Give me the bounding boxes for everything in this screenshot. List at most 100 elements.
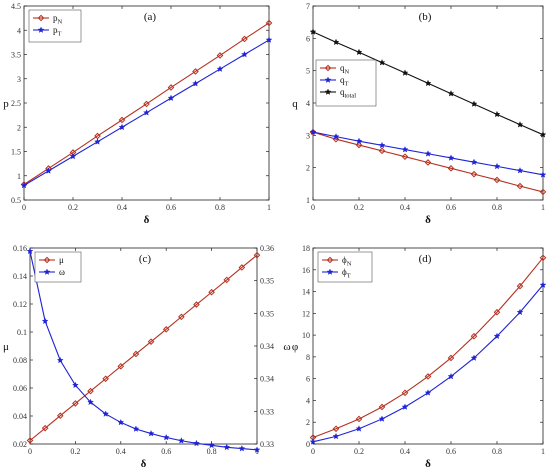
y2-tick-label: 0.36 <box>260 244 274 253</box>
y-tick-label: 6 <box>306 34 310 43</box>
x-tick-label: 0.8 <box>492 203 502 212</box>
data-point <box>253 446 261 453</box>
data-point <box>41 317 49 325</box>
legend-label: qtotal <box>340 87 356 100</box>
data-point <box>87 387 94 395</box>
data-point <box>167 84 175 91</box>
data-point <box>539 281 547 288</box>
y-axis-label: p <box>3 98 9 110</box>
data-point <box>26 247 34 255</box>
x-tick-label: 0.4 <box>400 447 410 456</box>
data-point <box>309 438 317 445</box>
data-point <box>102 375 109 383</box>
y-axis-label: q <box>292 98 298 110</box>
data-point <box>447 90 455 97</box>
x-tick-label: 0.6 <box>166 203 176 212</box>
data-point <box>355 425 363 432</box>
data-point <box>143 100 150 108</box>
y-tick-label: 2 <box>306 164 310 173</box>
legend-label: pN <box>53 13 63 26</box>
data-point <box>516 282 524 290</box>
y-tick-label: 1.5 <box>11 148 21 157</box>
data-point <box>20 181 28 188</box>
series-line <box>312 131 544 193</box>
legend-label: ω <box>59 267 65 277</box>
x-tick-label: 0.8 <box>492 447 502 456</box>
data-point <box>45 167 52 174</box>
data-point <box>332 432 340 440</box>
data-point <box>355 48 363 56</box>
legend-label: qN <box>340 63 350 76</box>
data-point <box>177 437 185 444</box>
data-point <box>72 381 79 389</box>
y-tick-label: 1 <box>17 172 21 181</box>
data-point <box>401 146 409 153</box>
series-pT <box>20 36 273 189</box>
data-point <box>143 109 150 116</box>
legend-marker <box>326 256 334 264</box>
series-line <box>23 22 270 185</box>
data-point <box>539 131 547 138</box>
data-point <box>162 326 170 333</box>
y-tick-label: 1 <box>306 196 310 205</box>
data-point <box>424 150 432 157</box>
data-point <box>193 439 200 447</box>
y2-tick-label: 0.35 <box>260 309 274 318</box>
data-point <box>355 141 363 149</box>
data-point <box>238 445 246 452</box>
x-tick-label: 1 <box>541 203 545 212</box>
y-tick-label: 3 <box>306 131 310 140</box>
data-point <box>162 433 170 441</box>
y2-tick-label: 0.34 <box>260 375 274 384</box>
data-point <box>265 36 273 43</box>
legend-marker <box>326 268 334 275</box>
series-pN <box>20 19 273 188</box>
y2-tick-label: 0.33 <box>260 407 274 416</box>
data-point <box>539 171 547 178</box>
data-point <box>147 430 155 437</box>
y-axis-label: φ <box>292 341 298 353</box>
y-tick-label: 0.12 <box>13 300 27 309</box>
data-point <box>447 154 455 161</box>
y2-tick-label: 0.34 <box>260 342 274 351</box>
data-point <box>178 313 185 321</box>
data-point <box>241 50 248 58</box>
data-point <box>56 356 64 364</box>
x-tick-label: 1 <box>541 447 545 456</box>
data-point <box>447 354 455 362</box>
y-tick-label: 0.16 <box>13 244 27 253</box>
x-tick-label: 0 <box>311 447 315 456</box>
data-point <box>539 254 547 262</box>
data-point <box>87 398 94 406</box>
data-point <box>167 94 175 102</box>
data-point <box>355 415 363 423</box>
y-tick-label: 7 <box>306 2 310 11</box>
series-ϕN <box>309 254 547 441</box>
data-point <box>117 418 125 426</box>
x-tick-label: 0.4 <box>116 447 126 456</box>
data-point <box>223 276 231 284</box>
data-point <box>470 100 478 107</box>
y-tick-label: 2.5 <box>11 99 21 108</box>
x-tick-label: 0.4 <box>117 203 127 212</box>
legend-marker <box>43 256 51 264</box>
data-point <box>192 68 199 75</box>
data-point <box>378 141 386 149</box>
y-tick-label: 0.5 <box>11 196 21 205</box>
data-point <box>401 389 409 397</box>
x-axis-label: δ <box>141 458 147 470</box>
panel-label: (d) <box>419 253 432 265</box>
y-tick-label: 2 <box>17 123 21 132</box>
x-tick-label: 0.6 <box>446 447 456 456</box>
series-ϕT <box>309 281 547 445</box>
data-point <box>72 400 79 407</box>
legend-marker <box>324 76 332 83</box>
series-line <box>29 254 258 441</box>
y2-tick-label: 0.33 <box>260 440 274 449</box>
y-axis-label: μ <box>3 341 9 353</box>
data-point <box>309 28 317 35</box>
y-tick-label: 8 <box>306 353 310 362</box>
data-point <box>132 350 140 358</box>
data-point <box>447 165 455 172</box>
